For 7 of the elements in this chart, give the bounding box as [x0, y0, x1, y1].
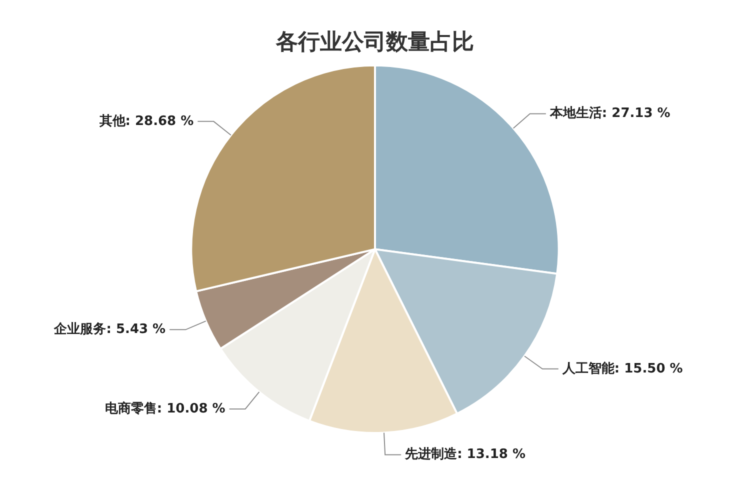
slice-label: 本地生活: 27.13 % — [548, 106, 670, 122]
chart-title: 各行业公司数量占比 — [275, 30, 474, 55]
slice-label: 企业服务: 5.43 % — [53, 322, 166, 338]
slice-label: 电商零售: 10.08 % — [104, 400, 226, 416]
slice-label: 其他: 28.68 % — [98, 114, 194, 129]
slice-label: 先进制造: 13.18 % — [404, 447, 526, 462]
slice-label: 人工智能: 15.50 % — [561, 360, 683, 376]
